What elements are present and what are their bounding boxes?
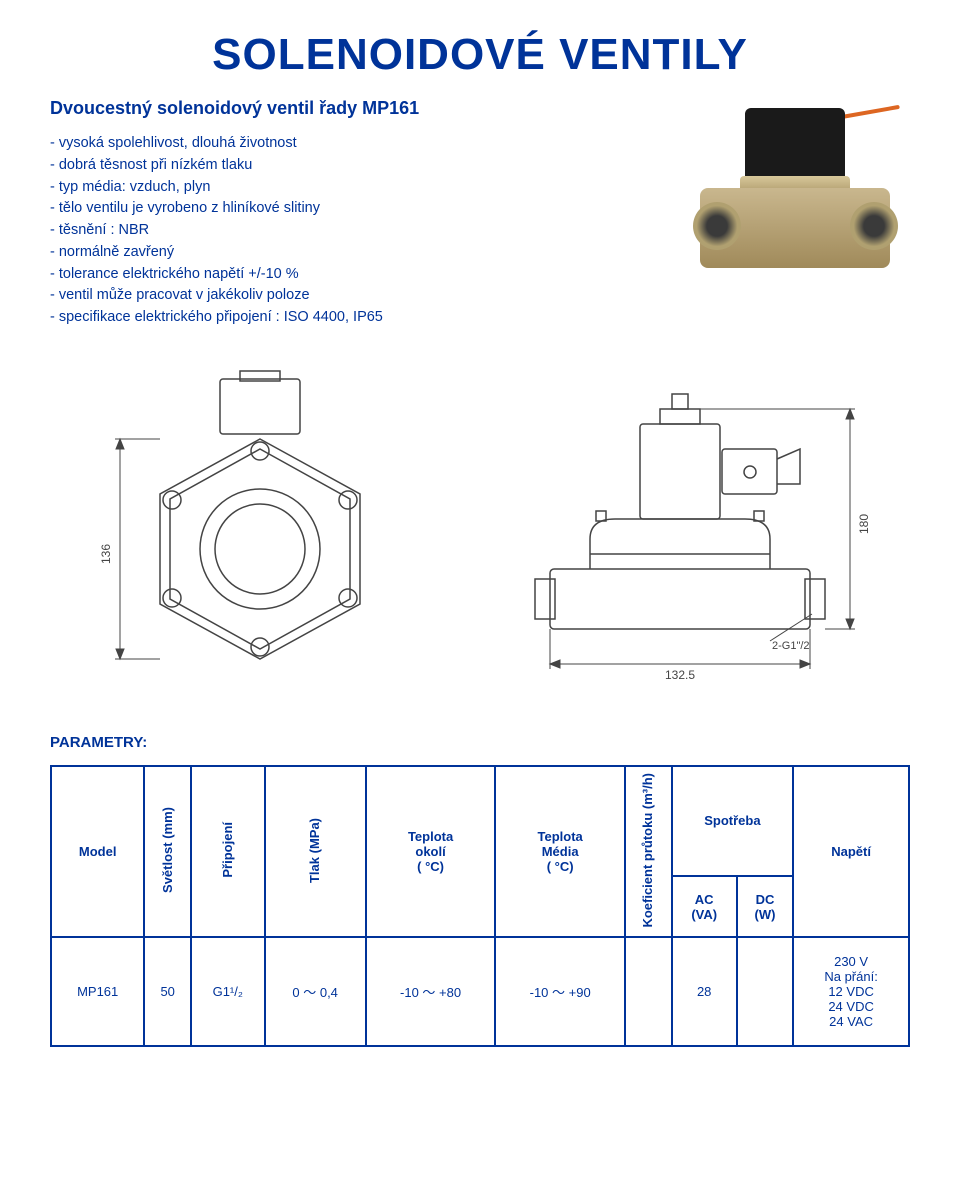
td-model: MP161 (51, 937, 144, 1046)
th-dc: DC(W) (737, 876, 793, 938)
td-ac: 28 (672, 937, 737, 1046)
td-tmedia: -10 ～ +90 (495, 937, 625, 1046)
th-napeti: Napětí (793, 766, 909, 938)
td-tokoli: -10 ～ +80 (366, 937, 496, 1046)
page-title: SOLENOIDOVÉ VENTILY (50, 30, 910, 80)
td-koef (625, 937, 672, 1046)
td-pripojeni: G1¹/₂ (191, 937, 265, 1046)
feature-item: - dobrá těsnost při nízkém tlaku (50, 155, 660, 177)
front-view-drawing: 136 (50, 364, 470, 694)
feature-item: - tolerance elektrického napětí +/-10 % (50, 264, 660, 286)
product-photo-column (680, 98, 910, 329)
td-napeti: 230 VNa přání:12 VDC24 VDC24 VAC (793, 937, 909, 1046)
feature-item: - tělo ventilu je vyrobeno z hliníkové s… (50, 198, 660, 220)
subtitle: Dvoucestný solenoidový ventil řady MP161 (50, 98, 660, 119)
dim-height: 180 (857, 513, 871, 533)
th-teplota-media: TeplotaMédia( °C) (495, 766, 625, 938)
feature-item: - typ média: vzduch, plyn (50, 177, 660, 199)
feature-list: - vysoká spolehlivost, dlouhá životnost-… (50, 133, 660, 329)
text-column: Dvoucestný solenoidový ventil řady MP161… (50, 98, 660, 329)
th-koeficient: Koeficient průtoku (m³/h) (625, 766, 672, 938)
th-spotreba: Spotřeba (672, 766, 794, 876)
td-svetlost: 50 (144, 937, 191, 1046)
port-label: 2-G1"/2 (772, 640, 810, 652)
th-pripojeni: Připojení (191, 766, 265, 938)
td-dc (737, 937, 793, 1046)
side-view-drawing: 180 132.5 2-G1"/2 (490, 364, 910, 694)
feature-item: - ventil může pracovat v jakékoliv poloz… (50, 285, 660, 307)
parameters-table: Model Světlost (mm) Připojení Tlak (MPa)… (50, 765, 910, 1048)
product-photo (685, 98, 905, 288)
feature-item: - vysoká spolehlivost, dlouhá životnost (50, 133, 660, 155)
td-tlak: 0 ～ 0,4 (265, 937, 366, 1046)
technical-drawings: 136 (50, 364, 910, 694)
parameters-heading: PARAMETRY: (50, 734, 910, 751)
th-tlak: Tlak (MPa) (265, 766, 366, 938)
dim-flange-height: 136 (99, 543, 113, 563)
th-ac: AC(VA) (672, 876, 737, 938)
top-section: Dvoucestný solenoidový ventil řady MP161… (50, 98, 910, 329)
feature-item: - normálně zavřený (50, 242, 660, 264)
th-model: Model (51, 766, 144, 938)
feature-item: - těsnění : NBR (50, 220, 660, 242)
dim-length: 132.5 (665, 668, 695, 682)
th-teplota-okoli: Teplotaokolí( °C) (366, 766, 496, 938)
th-svetlost: Světlost (mm) (144, 766, 191, 938)
feature-item: - specifikace elektrického připojení : I… (50, 307, 660, 329)
